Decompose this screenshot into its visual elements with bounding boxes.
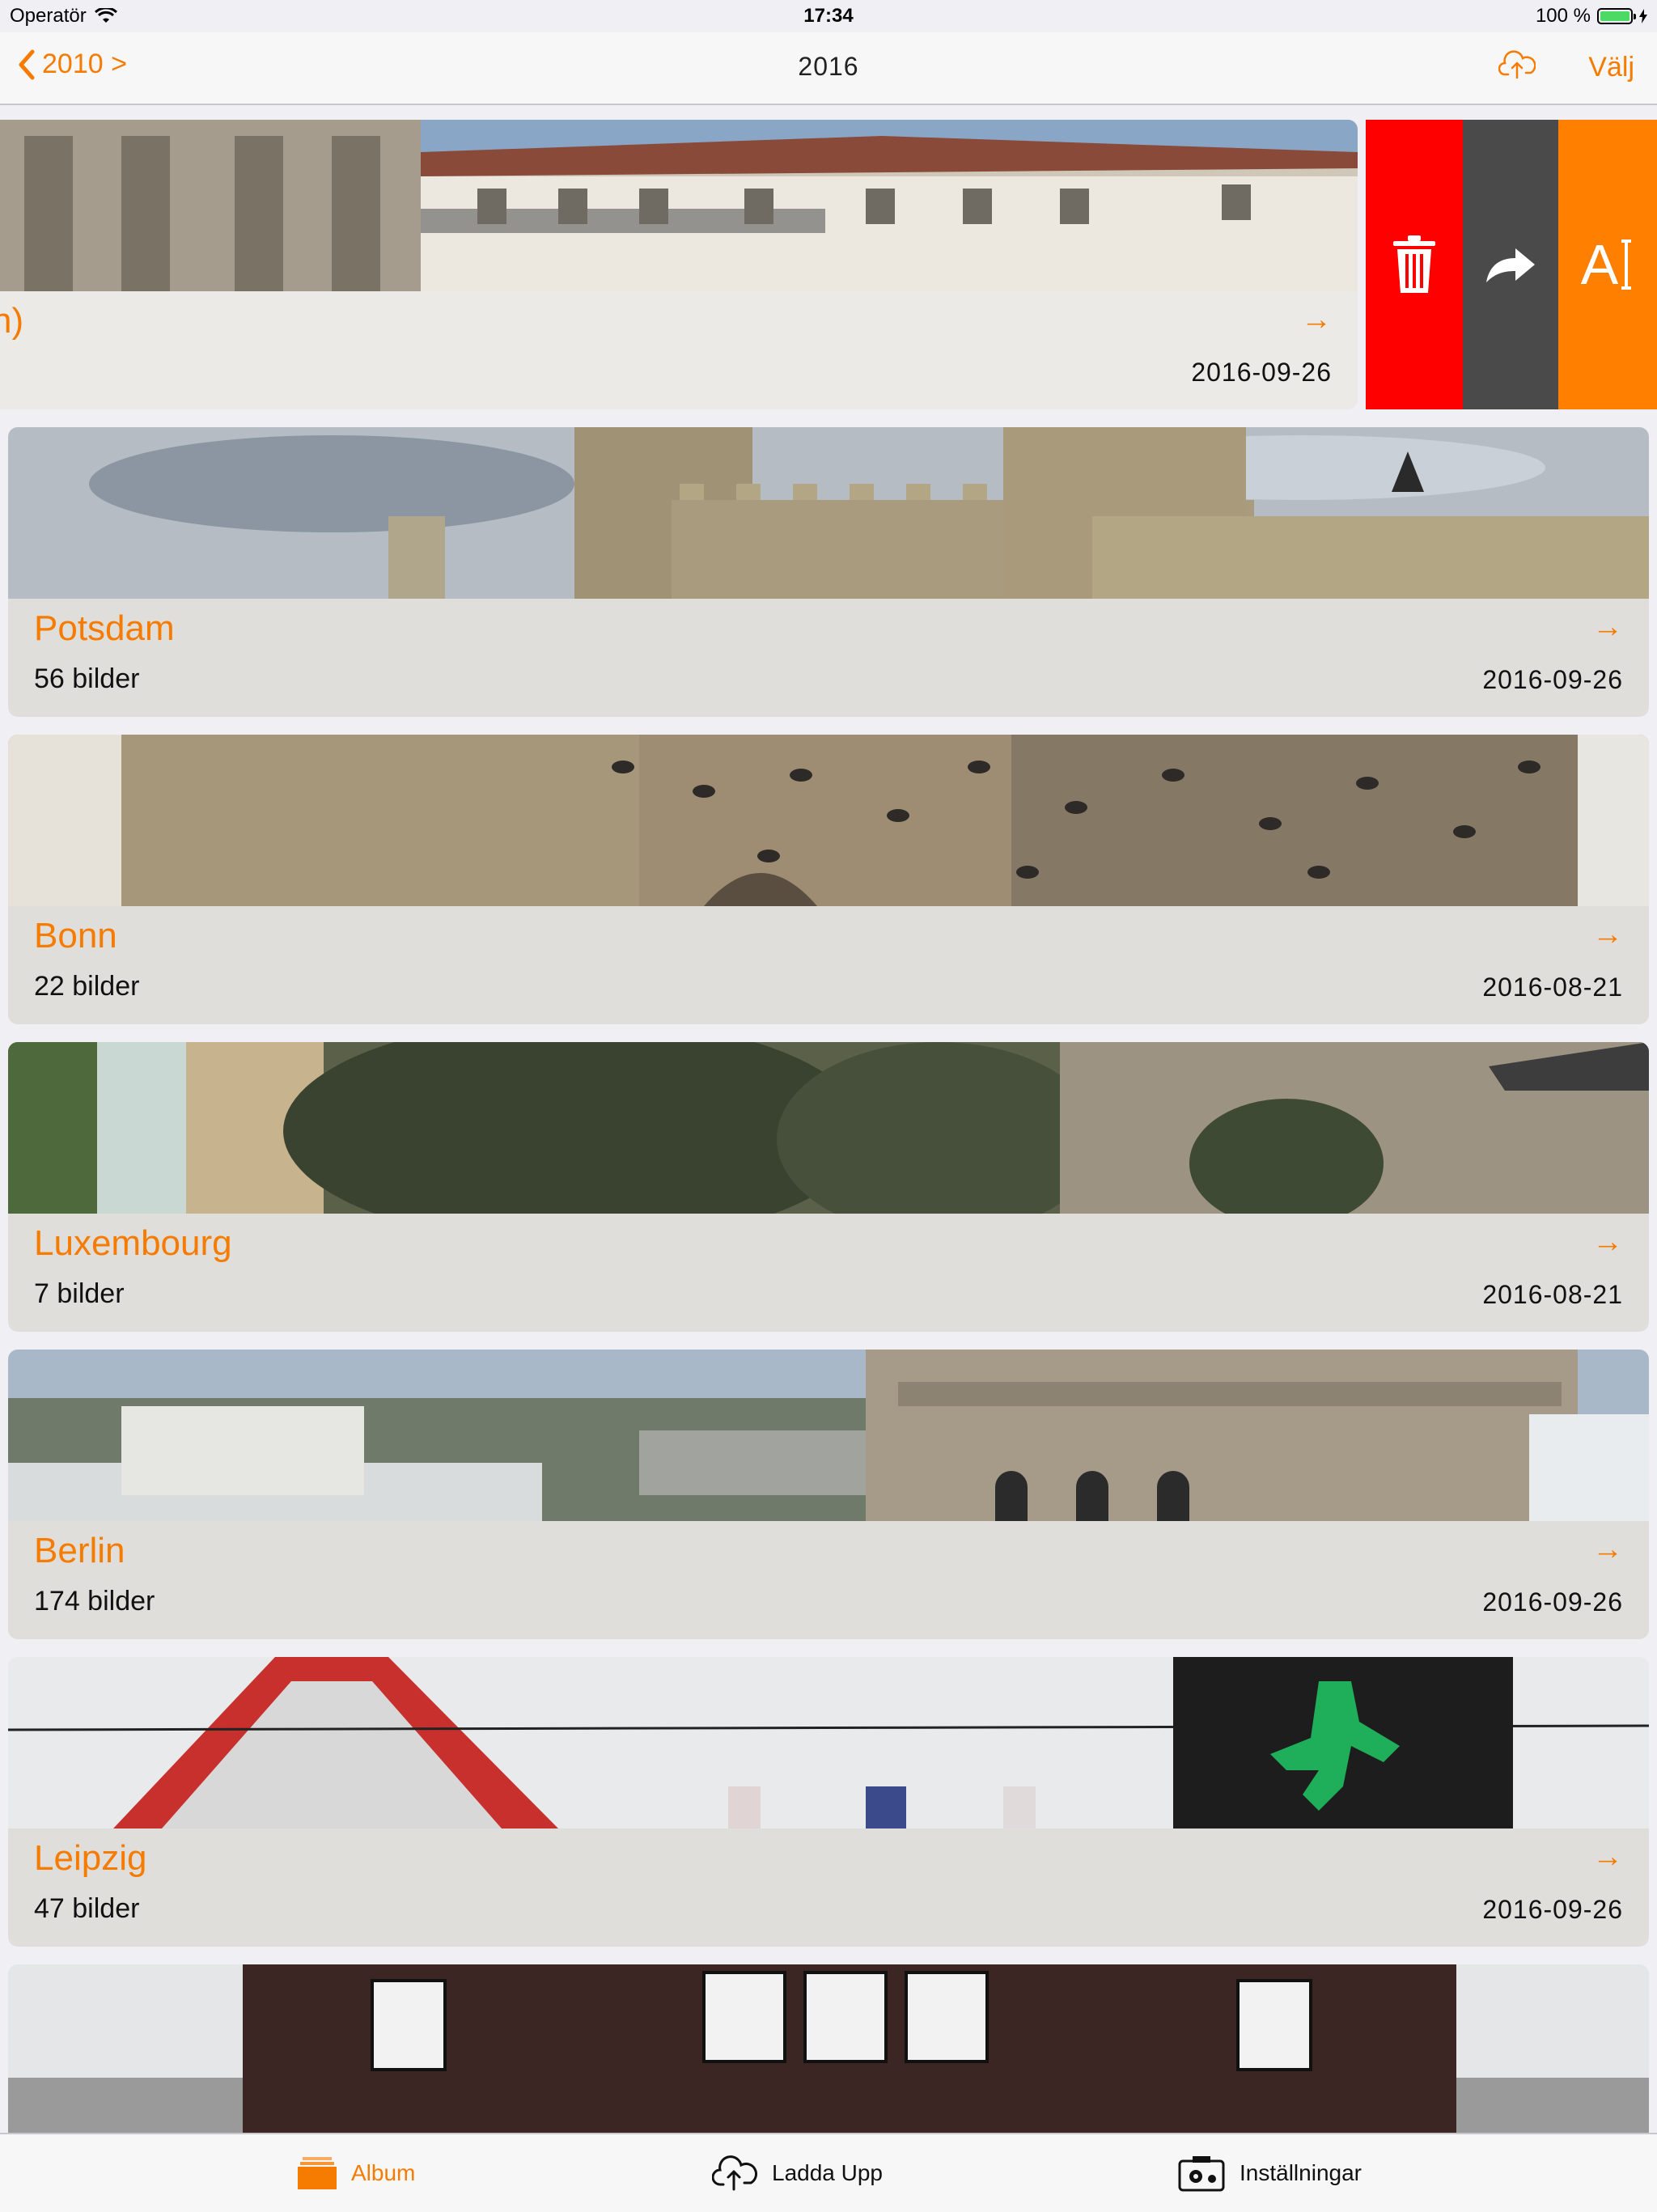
album-name-fragment: n) (0, 301, 24, 341)
arrow-right-icon: → (1592, 610, 1623, 644)
album-cover-photo (0, 120, 1358, 291)
page-title: 2016 (798, 52, 859, 81)
album-cover-photo (8, 1042, 1649, 1214)
tab-album-label: Album (351, 2160, 416, 2185)
album-card-swiped[interactable]: n) → 2016-09-26 (0, 120, 1358, 409)
album-info-panel: Leipzig 47 bilder → 2016-09-26 (8, 1829, 1649, 1947)
album-info-panel: Berlin 174 bilder → 2016-09-26 (8, 1521, 1649, 1639)
share-button[interactable] (1463, 120, 1558, 409)
tab-album[interactable]: Album (298, 2134, 415, 2212)
tab-settings-label: Inställningar (1240, 2160, 1362, 2185)
album-cover-photo (8, 427, 1649, 599)
album-cover-photo (8, 735, 1649, 906)
arrow-right-icon: → (1592, 1225, 1623, 1259)
album-card[interactable]: Luxembourg 7 bilder → 2016-08-21 (8, 1042, 1649, 1332)
album-info-panel: n) → 2016-09-26 (0, 291, 1358, 409)
arrow-right-icon: → (1592, 1532, 1623, 1566)
album-photo-count: 174 bilder (34, 1586, 155, 1617)
delete-button[interactable] (1366, 120, 1463, 409)
album-date: 2016-08-21 (1482, 1280, 1623, 1309)
operator-label: Operatör (10, 5, 87, 27)
album-name: Leipzig (34, 1838, 147, 1878)
navigation-bar: 2010 > 2016 Välj (0, 32, 1657, 105)
album-photo-count: 56 bilder (34, 663, 140, 694)
back-button[interactable]: 2010 > (18, 49, 127, 80)
album-cover-photo (8, 1964, 1649, 2134)
back-button-label: 2010 > (42, 49, 127, 79)
rename-icon: A (1581, 232, 1635, 297)
charging-bolt-icon (1639, 9, 1647, 23)
arrow-right-icon: → (1592, 917, 1623, 951)
clock: 17:34 (803, 5, 854, 27)
cloud-upload-icon (712, 2155, 757, 2191)
album-date: 2016-08-21 (1482, 973, 1623, 1002)
tab-upload[interactable]: Ladda Upp (712, 2134, 883, 2212)
album-stack-icon (298, 2157, 337, 2189)
album-photo-count: 22 bilder (34, 971, 140, 1002)
rename-icon-glyph: A (1580, 233, 1619, 296)
wifi-icon (94, 8, 117, 23)
album-name: Luxembourg (34, 1223, 232, 1263)
album-name: Bonn (34, 916, 117, 956)
rename-button[interactable]: A (1558, 120, 1657, 409)
album-card[interactable]: Leipzig 47 bilder → 2016-09-26 (8, 1657, 1649, 1947)
tab-upload-label: Ladda Upp (772, 2160, 884, 2185)
album-date: 2016-09-26 (1191, 358, 1332, 387)
album-cover-photo (8, 1657, 1649, 1829)
album-name: Potsdam (34, 608, 175, 648)
album-date: 2016-09-26 (1482, 665, 1623, 694)
cloud-upload-icon (1498, 50, 1536, 79)
tab-bar: Album Ladda Upp Inställningar (0, 2133, 1657, 2212)
camera-gear-icon (1178, 2156, 1225, 2192)
battery-percentage: 100 % (1535, 5, 1591, 27)
album-info-panel: Potsdam 56 bilder → 2016-09-26 (8, 599, 1649, 717)
battery-icon (1597, 8, 1636, 24)
album-date: 2016-09-26 (1482, 1895, 1623, 1924)
swipe-actions: A (1366, 120, 1657, 409)
album-photo-count: 7 bilder (34, 1278, 125, 1309)
status-bar: Operatör 17:34 100 % (0, 0, 1657, 32)
album-photo-count: 47 bilder (34, 1893, 140, 1924)
album-card[interactable]: Bonn 22 bilder → 2016-08-21 (8, 735, 1649, 1024)
arrow-right-icon: → (1301, 303, 1332, 337)
album-cover-photo (8, 1350, 1649, 1521)
album-card[interactable] (8, 1964, 1649, 2134)
trash-icon (1393, 235, 1435, 293)
forward-arrow-icon (1486, 248, 1535, 282)
arrow-right-icon: → (1592, 1840, 1623, 1874)
tab-settings[interactable]: Inställningar (1178, 2134, 1362, 2212)
battery-indicator: 100 % (1536, 5, 1647, 28)
album-card[interactable]: Potsdam 56 bilder → 2016-09-26 (8, 427, 1649, 717)
upload-button[interactable] (1498, 50, 1536, 83)
select-button[interactable]: Välj (1588, 52, 1634, 83)
operator-indicator: Operatör (10, 5, 117, 28)
album-date: 2016-09-26 (1482, 1587, 1623, 1617)
album-info-panel: Luxembourg 7 bilder → 2016-08-21 (8, 1214, 1649, 1332)
album-name: Berlin (34, 1531, 125, 1570)
chevron-left-icon (19, 49, 35, 79)
album-info-panel: Bonn 22 bilder → 2016-08-21 (8, 906, 1649, 1024)
album-card[interactable]: Berlin 174 bilder → 2016-09-26 (8, 1350, 1649, 1639)
